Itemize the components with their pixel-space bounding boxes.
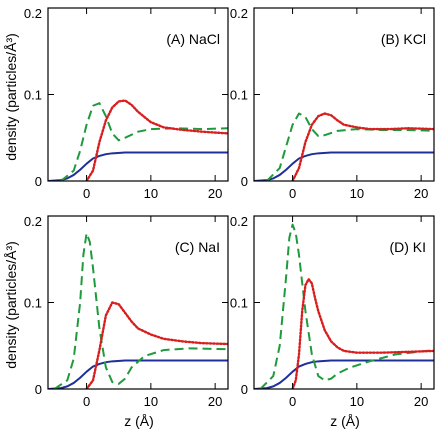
anion-density-line [291,277,434,389]
panel-c-nai: 0 10 20 0 0.1 0.2 (C) NaI [24,214,229,409]
y-tick-label: 0.2 [24,6,42,21]
x-tick-label: 20 [208,186,222,201]
x-tick-label: 0 [289,394,296,409]
x-tick-label: 20 [208,394,222,409]
x-tick-label: 10 [144,394,158,409]
water-density-line [254,359,434,389]
y-tick-label: 0 [35,174,42,189]
panel-b-kcl: 0 10 20 0 0.1 0.2 (B) KCl [230,6,435,201]
cation-density-line [259,223,434,389]
panel-label: (B) KCl [381,31,426,47]
x-tick-label: 10 [350,186,364,201]
x-tick-label: 20 [414,186,428,201]
cation-density-line [60,102,228,181]
y-tick-label: 0.1 [24,88,42,103]
panel-d-ki: 0 10 20 0 0.1 0.2 (D) KI [230,214,435,409]
y-tick-label: 0 [241,174,248,189]
y-axis-label-bottom: density (particles/Å³) [3,241,19,369]
y-tick-label: 0.1 [230,88,248,103]
y-tick-label: 0.1 [24,296,42,311]
x-tick-label: 0 [83,394,90,409]
y-tick-label: 0.2 [24,214,42,229]
y-tick-label: 0.2 [230,214,248,229]
y-tick-label: 0.2 [230,6,248,21]
cation-density-line [53,232,228,389]
x-tick-label: 0 [289,186,296,201]
panel-a-nacl: 0 10 20 0 0.1 0.2 (A) NaCl [24,6,229,201]
anion-density-line [85,99,228,181]
anion-density-line [291,112,434,181]
y-tick-label: 0 [35,382,42,397]
x-tick-label: 10 [350,394,364,409]
y-tick-label: 0 [241,382,248,397]
y-axis-label-top: density (particles/Å³) [3,33,19,161]
panel-label: (C) NaI [175,239,220,255]
x-tick-label: 0 [83,186,90,201]
cation-density-line [266,112,434,181]
panel-label: (D) KI [389,239,426,255]
anion-density-line [85,301,228,389]
water-density-line [48,359,228,389]
x-tick-label: 10 [144,186,158,201]
x-axis-label-left: z (Å) [124,413,154,429]
panel-label: (A) NaCl [166,31,220,47]
y-tick-label: 0.1 [230,296,248,311]
x-axis-label-right: z (Å) [330,413,360,429]
x-tick-label: 20 [414,394,428,409]
